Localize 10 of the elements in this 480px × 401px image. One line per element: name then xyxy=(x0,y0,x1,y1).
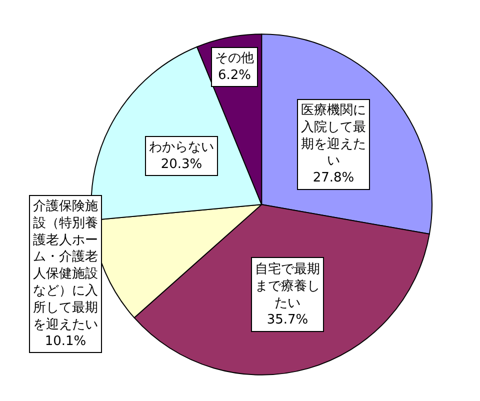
slice-label: 介護保険施設（特別養護老人ホーム・介護老人保健施設など）に入所して最期を迎えたい xyxy=(33,199,98,332)
data-label: 10.1% xyxy=(44,334,86,350)
data-label: 6.2% xyxy=(218,68,252,83)
data-label: 35.7% xyxy=(266,312,308,328)
slice-label: わからない xyxy=(149,140,214,155)
slice-label: 医療機関に入院して最期を迎えたい xyxy=(301,103,366,169)
data-label: 20.3% xyxy=(160,156,202,172)
slice-label: その他 xyxy=(215,51,254,66)
slice-label: 自宅で最期まで療養したい xyxy=(255,261,320,311)
data-label: 27.8% xyxy=(312,170,354,186)
